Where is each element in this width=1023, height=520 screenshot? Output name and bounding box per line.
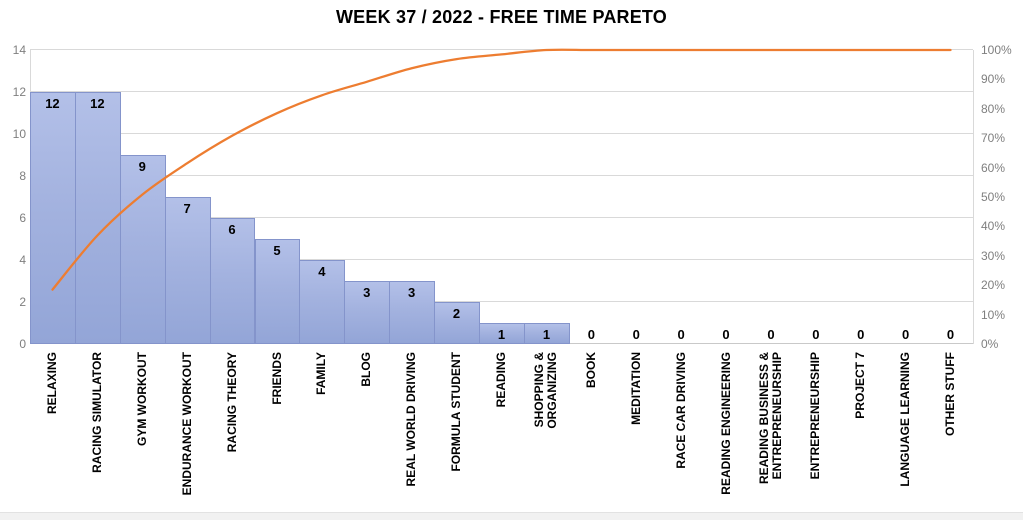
bar-value-label: 6: [228, 222, 236, 237]
bar-value-label: 3: [363, 285, 371, 300]
pct-axis-tick: 60%: [981, 160, 1006, 175]
bar-endurance-workout: [164, 197, 211, 344]
bar-value-label: 2: [452, 306, 461, 321]
bar-racing-simulator: [74, 92, 121, 344]
pct-axis-tick: 50%: [981, 190, 1006, 204]
y-axis-tick: 6: [19, 211, 26, 225]
bar-value-label: 5: [273, 243, 281, 258]
category-label-entrepreneurship: ENTREPRENEURSHIP: [808, 352, 823, 480]
bar-value-label: 0: [946, 327, 955, 342]
pct-axis-tick: 30%: [981, 248, 1006, 263]
bar-real-world-driving: [389, 281, 436, 344]
bar-value-label: 12: [90, 96, 105, 111]
category-label-gym-workout: GYM WORKOUT: [134, 352, 149, 446]
category-label-race-car-driving: RACE CAR DRIVING: [673, 352, 688, 469]
bar-blog: [344, 281, 391, 344]
category-label-blog: BLOG: [359, 352, 374, 387]
pct-axis-tick: 100%: [981, 43, 1012, 57]
category-label-reading-business-entrepreneurship: READING BUSINESS & ENTREPRENEURSHIP: [756, 352, 784, 485]
pct-axis-tick: 20%: [981, 278, 1006, 293]
category-label-real-world-driving: REAL WORLD DRIVING: [404, 352, 419, 487]
bottom-strip: [0, 512, 1023, 520]
bar-value-label: 1: [542, 327, 551, 342]
category-label-meditation: MEDITATION: [628, 352, 643, 425]
category-label-reading-engineering: READING ENGINEERING: [718, 352, 733, 495]
y-axis-tick: 12: [12, 85, 26, 99]
bar-shopping-organizing: [524, 323, 570, 344]
category-label-formula-student: FORMULA STUDENT: [449, 352, 464, 472]
pct-axis-tick: 40%: [981, 219, 1006, 234]
bar-value-label: 0: [677, 327, 685, 342]
category-label-relaxing: RELAXING: [45, 352, 59, 415]
category-label-project-7: PROJECT 7: [853, 352, 868, 419]
chart-title: WEEK 37 / 2022 - FREE TIME PARETO: [335, 7, 667, 27]
category-label-other-stuff: OTHER STUFF: [943, 352, 957, 436]
bar-formula-student: [434, 302, 480, 344]
y-axis-tick: 4: [19, 253, 26, 267]
bar-value-label: 1: [497, 327, 506, 342]
category-label-book: BOOK: [583, 352, 598, 388]
category-label-racing-simulator: RACING SIMULATOR: [89, 352, 104, 473]
bar-value-label: 9: [138, 159, 146, 174]
gridline: [30, 175, 973, 176]
bar-value-label: 0: [767, 327, 775, 342]
bar-value-label: 0: [812, 327, 820, 342]
bar-gym-workout: [119, 155, 166, 344]
plot-right-border: [973, 50, 974, 344]
category-label-endurance-workout: ENDURANCE WORKOUT: [179, 352, 194, 496]
gridline: [30, 133, 973, 134]
bar-value-label: 0: [722, 327, 730, 342]
bar-value-label: 4: [318, 264, 326, 279]
category-label-racing-theory: RACING THEORY: [224, 352, 239, 453]
bar-value-label: 7: [183, 201, 191, 216]
pct-axis-tick: 80%: [981, 101, 1006, 116]
pct-axis-tick: 70%: [981, 131, 1006, 146]
category-label-shopping-organizing: SHOPPING & ORGANIZING: [532, 352, 560, 429]
bar-value-label: 0: [632, 327, 640, 342]
gridline: [30, 49, 973, 50]
bar-value-label: 0: [857, 327, 865, 342]
pct-axis-tick: 10%: [981, 307, 1006, 322]
category-label-family: FAMILY: [314, 352, 329, 395]
bar-value-label: 3: [408, 285, 416, 300]
y-axis-tick: 2: [19, 295, 26, 309]
bar-value-label: 0: [587, 327, 595, 342]
gridline: [30, 301, 973, 302]
category-label-reading: READING: [494, 352, 508, 408]
pct-axis-tick: 0%: [981, 337, 999, 351]
gridline: [30, 91, 973, 92]
y-axis-tick: 10: [12, 127, 26, 141]
bar-value-label: 0: [902, 327, 910, 342]
y-axis-tick: 0: [19, 337, 26, 351]
y-axis-tick: 14: [12, 43, 26, 57]
category-label-language-learning: LANGUAGE LEARNING: [898, 352, 913, 487]
pct-axis-tick: 90%: [981, 72, 1006, 87]
category-label-friends: FRIENDS: [269, 352, 284, 405]
y-axis-tick: 8: [19, 169, 26, 183]
bar-relaxing: [30, 92, 76, 344]
